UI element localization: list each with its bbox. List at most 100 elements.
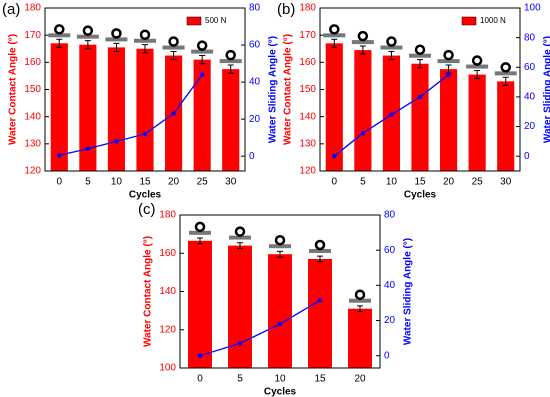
bar: [268, 254, 292, 368]
error-bar: [84, 40, 91, 50]
substrate-icon: [134, 38, 156, 43]
error-bar: [237, 242, 243, 249]
y-axis-label: Water Contact Angle (°): [283, 34, 294, 145]
line-point: [171, 111, 176, 116]
bar: [136, 48, 154, 171]
y2-tick-label: 20: [384, 315, 396, 326]
droplet-icon: [471, 55, 483, 66]
y-axis-label: Water Contact Angle (°): [8, 34, 19, 145]
line: [59, 74, 203, 156]
y2-tick-label: 40: [384, 280, 396, 291]
x-tick-label: 25: [197, 177, 209, 188]
x-tick-label: 10: [111, 177, 123, 188]
plot-frame: [44, 7, 246, 172]
droplet-icon: [500, 62, 511, 73]
substrate-icon: [105, 37, 128, 42]
y-axis-label: Water Contact Angle (°): [143, 236, 154, 347]
x-tick-label: 0: [332, 177, 338, 188]
substrate-icon: [229, 235, 251, 240]
y2-tick-label: 60: [524, 62, 536, 73]
line-point: [114, 139, 119, 144]
y-tick-label: 120: [159, 324, 176, 335]
line-point: [142, 131, 148, 137]
bar: [50, 43, 68, 171]
x-tick-label: 10: [274, 374, 286, 385]
x-tick-label: 10: [386, 177, 398, 188]
droplet-icon: [139, 29, 151, 40]
x-tick-label: 5: [360, 177, 366, 188]
substrate-icon: [76, 34, 99, 39]
y2-tick-label: 60: [249, 40, 261, 51]
y-tick-label: 130: [24, 138, 41, 149]
y2-tick-label: 20: [249, 114, 261, 125]
line-point: [389, 112, 394, 117]
y-tick-label: 150: [24, 84, 41, 95]
error-bar: [357, 305, 363, 313]
bar: [79, 44, 97, 171]
x-tick-label: 20: [168, 177, 180, 188]
line-point: [446, 72, 451, 77]
x-tick-label: 0: [57, 177, 63, 188]
droplet-icon: [54, 24, 65, 35]
y2-tick-label: 60: [384, 245, 396, 256]
x-tick-label: 0: [197, 374, 203, 385]
x-axis-label: Cycles: [264, 387, 297, 397]
droplet-icon: [314, 239, 326, 251]
line-point: [237, 341, 243, 346]
error-bar: [331, 38, 338, 48]
legend-swatch: [461, 16, 477, 26]
substrate-icon: [48, 33, 71, 38]
y-tick-label: 150: [299, 84, 316, 95]
x-tick-label: 15: [414, 177, 426, 188]
droplet-icon: [357, 30, 369, 42]
error-bar: [417, 59, 423, 69]
error-bar: [474, 69, 481, 80]
y2-tick-label: 20: [524, 121, 536, 132]
panel: (a) 120 130 140 150 160 170 180 0 20 40 60 80 0 5 10 15 2…: [2, 1, 279, 201]
error-bar: [277, 250, 283, 258]
y-tick-label: 120: [24, 166, 41, 177]
x-tick-label: 15: [139, 177, 151, 188]
y-tick-label: 130: [299, 138, 316, 149]
line-point: [57, 153, 62, 158]
x-tick-label: 15: [314, 374, 326, 385]
y2-tick-label: 80: [249, 3, 261, 14]
bar: [222, 69, 240, 171]
error-bar: [56, 38, 63, 48]
substrate-icon: [351, 40, 374, 45]
droplet-icon: [111, 28, 122, 39]
substrate-icon: [466, 64, 489, 69]
y-tick-label: 120: [299, 166, 316, 177]
y-tick-label: 170: [24, 30, 41, 41]
legend-label: 1000 N: [480, 16, 506, 25]
droplet-icon: [443, 49, 454, 61]
y2-tick-label: 100: [524, 3, 541, 14]
y-tick-label: 160: [24, 57, 41, 68]
substrate-icon: [349, 298, 371, 303]
y-tick-label: 160: [299, 57, 316, 68]
y-tick-label: 180: [159, 210, 176, 221]
panel-label: (b): [277, 1, 295, 18]
y2-axis-label: Water Sliding Angle (°): [268, 36, 279, 143]
x-tick-label: 30: [225, 177, 237, 188]
line-point: [417, 94, 423, 100]
legend-label: 500 N: [205, 16, 227, 25]
x-tick-label: 25: [472, 177, 484, 188]
y-tick-label: 180: [24, 3, 41, 14]
bar: [107, 47, 125, 172]
plot-frame: [319, 7, 521, 172]
droplet-icon: [196, 40, 208, 51]
droplet-icon: [82, 25, 94, 36]
substrate-icon: [409, 53, 431, 58]
x-axis-label: Cycles: [404, 190, 437, 201]
y2-axis-label: Water Sliding Angle (°): [403, 238, 414, 345]
x-tick-label: 30: [500, 177, 512, 188]
droplet-icon: [329, 24, 340, 35]
error-bar: [199, 55, 206, 65]
y-tick-label: 100: [159, 363, 176, 374]
y2-tick-label: 80: [524, 32, 536, 43]
x-tick-label: 20: [443, 177, 455, 188]
y-tick-label: 140: [24, 111, 41, 122]
bar: [308, 258, 332, 368]
substrate-icon: [494, 71, 517, 76]
